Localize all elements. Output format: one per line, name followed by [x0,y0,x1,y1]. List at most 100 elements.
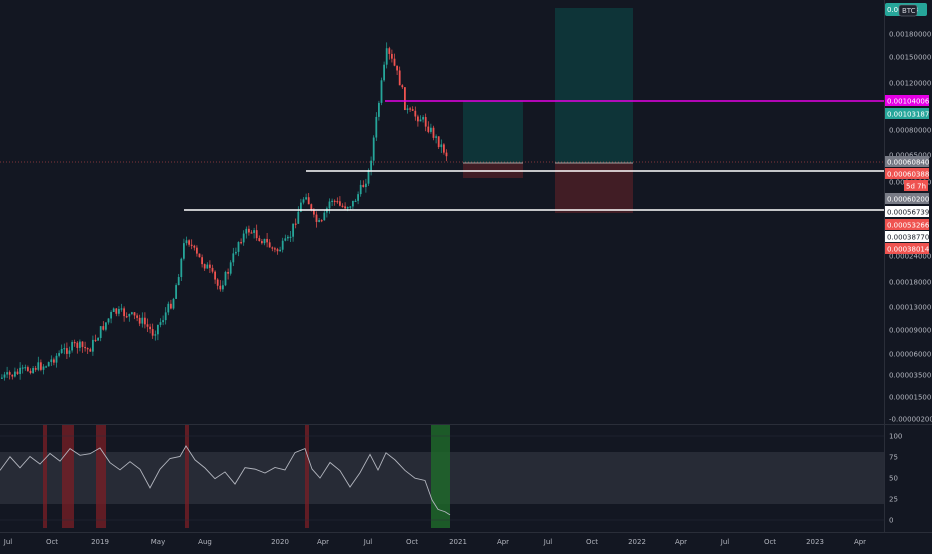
candle-body [123,308,125,317]
candle-body [284,238,287,241]
time-axis-label: Apr [317,538,329,546]
price-axis-label: 0.00024000 [889,253,931,261]
candle-body [274,248,276,250]
candle-body [222,285,224,290]
candle-body [201,257,203,265]
price-axis-label: 0.00120000 [889,80,931,88]
rsi-axis-label: 100 [889,433,902,441]
candle-body [370,160,372,171]
rsi-oversold-highlight [431,425,450,528]
candle-body [323,212,326,221]
white-price-2: 0.00038770 [887,234,929,242]
candle-body [224,271,227,286]
candle-body [1,377,3,379]
candle-body [170,303,172,309]
candle-body [42,366,45,370]
candle-body [435,136,437,138]
candle-body [6,372,8,375]
time-axis[interactable]: Jul Oct 2019 May Aug 2020 Apr Jul Oct 2021 Apr Jul O… [3,538,866,546]
candle-body [359,184,362,195]
candle-body [92,339,94,352]
candle-body [276,249,279,252]
candle-body [287,236,289,239]
candle-body [73,342,76,344]
candle-body [157,324,159,335]
price-axis-label: 0.00065000 [889,152,931,160]
candlesticks[interactable] [1,42,448,381]
gray-price-2: 0.00060200 [887,196,929,204]
candle-body [346,207,349,209]
candle-body [292,223,294,237]
candle-body [112,308,115,313]
price-axis[interactable]: 0.00180000 0.00150000 0.00120000 0.00080000… [889,31,932,424]
time-axis-label: 2022 [628,538,646,546]
white-price-bg [885,206,929,217]
teal-price: 0.00103187 [887,111,929,119]
target-zone-2[interactable] [555,8,633,163]
time-axis-label: Jul [3,538,13,546]
candle-body [11,374,14,377]
candle-body [235,251,237,254]
candle-body [190,244,193,246]
candle-body [310,204,313,210]
candle-body [8,372,11,375]
candle-body [255,230,258,239]
candle-body [232,253,235,263]
time-axis-label: 2021 [449,538,467,546]
candle-body [71,342,73,351]
red-price-1-bg [885,168,929,179]
candle-body [162,320,164,323]
rsi-overbought-highlight [305,425,309,528]
candle-body [34,368,37,370]
candle-body [354,200,357,203]
time-axis-label: Apr [675,538,687,546]
candle-body [81,341,84,347]
candle-body [159,322,162,325]
candle-body [242,233,245,243]
price-tags: 0.00104006 0.00103187 0.00060840 0.00060388… [885,95,930,254]
candle-body [209,264,211,268]
candle-body [125,316,128,318]
candle-body [396,65,398,71]
red-price-3-bg [885,243,929,254]
rsi-highlights [43,425,450,528]
candle-body [76,342,79,348]
candle-body [245,228,248,234]
candle-body [253,230,255,233]
candle-body [432,127,435,138]
time-axis-label: Aug [198,538,212,546]
candle-body [268,242,271,248]
candle-body [133,312,136,316]
rsi-line[interactable] [0,445,451,516]
price-axis-label: 0.00006000 [889,351,931,359]
candle-body [445,152,448,157]
candle-body [367,170,370,184]
candle-body [188,240,190,245]
time-axis-label: Jul [363,538,373,546]
candle-body [193,245,196,248]
candle-body [378,102,380,117]
teal-price-bg [885,108,929,119]
time-axis-label: Oct [406,538,418,546]
candle-body [3,374,6,378]
candle-body [53,359,55,363]
price-axis-label: 0.00013000 [889,304,931,312]
gray-price-1: 0.00060840 [887,159,929,167]
price-pane[interactable] [0,0,884,424]
candle-body [172,298,175,309]
candle-body [47,362,50,367]
rsi-axis[interactable]: 100 75 50 25 0 [889,433,902,525]
candle-body [136,315,138,318]
gray-price-2-bg [885,193,929,204]
countdown: 5d 7h [906,183,926,191]
rsi-overbought-highlight [62,425,74,528]
candle-body [240,242,242,244]
time-axis-label: Oct [46,538,58,546]
red-price-3: 0.00038014 [887,246,930,254]
candle-body [388,48,391,54]
candle-body [333,200,336,202]
target-zone-1[interactable] [463,101,523,163]
ticker-symbol-bg [898,4,918,17]
